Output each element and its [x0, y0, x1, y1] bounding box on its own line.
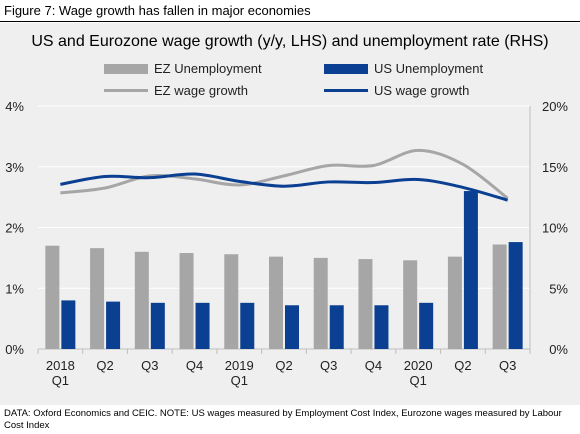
bar-ez-unemployment	[313, 257, 328, 349]
x-tick-label: Q1	[231, 373, 248, 388]
source-note: DATA: Oxford Economics and CEIC. NOTE: U…	[4, 408, 562, 431]
legend-label-us-unemployment: US Unemployment	[374, 61, 484, 76]
x-tick-label: Q1	[410, 373, 427, 388]
bar-us-unemployment	[419, 302, 434, 349]
bar-ez-unemployment	[90, 248, 105, 349]
legend-swatch-ez-wage	[104, 89, 148, 92]
legend-label-us-wage: US wage growth	[374, 83, 470, 98]
x-tick-label: 2020	[404, 358, 433, 373]
bar-us-unemployment	[285, 305, 299, 349]
legend-swatch-ez-unemployment	[104, 64, 148, 74]
left-tick-label: 2%	[5, 221, 24, 236]
x-tick-label: Q4	[365, 358, 382, 373]
left-tick-label: 0%	[5, 342, 24, 357]
x-tick-label: Q2	[96, 358, 113, 373]
left-tick-label: 3%	[5, 160, 24, 175]
bar-ez-unemployment	[179, 253, 194, 349]
bar-ez-unemployment	[269, 256, 283, 349]
x-tick-label: 2019	[225, 358, 254, 373]
line-ez-wage-growth	[60, 148, 509, 200]
x-tick-label: Q3	[499, 358, 516, 373]
x-tick-label: Q3	[141, 358, 158, 373]
right-tick-label: 5%	[549, 281, 568, 296]
chart-title: US and Eurozone wage growth (y/y, LHS) a…	[31, 33, 549, 50]
legend-label-ez-wage: EZ wage growth	[154, 83, 248, 98]
x-tick-label: 2018	[46, 358, 75, 373]
bar-ez-unemployment	[45, 245, 60, 349]
x-tick-label: Q1	[52, 373, 69, 388]
right-tick-label: 0%	[549, 342, 568, 357]
bar-us-unemployment	[329, 305, 344, 349]
bar-us-unemployment	[240, 302, 255, 349]
left-tick-label: 1%	[5, 281, 24, 296]
bar-us-unemployment	[106, 301, 121, 349]
bar-us-unemployment	[508, 242, 523, 349]
bar-us-unemployment	[61, 300, 76, 349]
right-tick-label: 20%	[542, 99, 568, 114]
bar-us-unemployment	[150, 302, 165, 349]
x-tick-label: Q3	[320, 358, 337, 373]
bar-ez-unemployment	[224, 254, 239, 349]
bar-ez-unemployment	[447, 256, 462, 349]
bar-ez-unemployment	[358, 259, 373, 349]
right-tick-label: 10%	[542, 221, 568, 236]
x-tick-label: Q2	[275, 358, 292, 373]
bar-ez-unemployment	[403, 260, 418, 349]
title-rule	[0, 21, 580, 22]
bar-us-unemployment	[195, 302, 210, 349]
bar-us-unemployment	[463, 191, 478, 349]
bar-ez-unemployment	[492, 244, 507, 349]
figure-title: Figure 7: Wage growth has fallen in majo…	[4, 3, 311, 18]
legend-label-ez-unemployment: EZ Unemployment	[154, 61, 262, 76]
x-tick-label: Q2	[454, 358, 471, 373]
right-tick-label: 15%	[542, 160, 568, 175]
x-tick-label: Q4	[186, 358, 203, 373]
bar-us-unemployment	[374, 305, 389, 349]
left-tick-label: 4%	[5, 99, 24, 114]
legend-swatch-us-wage	[324, 89, 368, 92]
line-us-wage-growth	[60, 172, 509, 202]
legend-swatch-us-unemployment	[324, 64, 368, 74]
bar-ez-unemployment	[134, 251, 149, 349]
